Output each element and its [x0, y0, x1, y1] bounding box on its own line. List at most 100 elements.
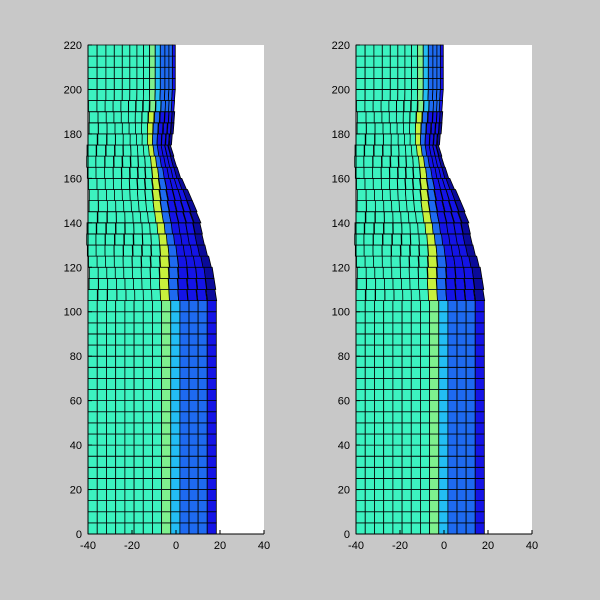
- mesh-element: [465, 378, 476, 390]
- mesh-element: [374, 333, 385, 346]
- mesh-element: [96, 422, 107, 435]
- mesh-element: [420, 311, 431, 324]
- mesh-element: [152, 322, 163, 335]
- mesh-element: [429, 444, 440, 457]
- mesh-element: [410, 300, 421, 313]
- mesh-element: [106, 411, 117, 424]
- mesh-element: [206, 522, 217, 535]
- mesh-element: [396, 177, 406, 190]
- mesh-element: [456, 366, 467, 379]
- mesh-element: [124, 489, 135, 502]
- mesh-element: [106, 389, 117, 402]
- mesh-element: [142, 400, 153, 413]
- mesh-element: [374, 322, 385, 335]
- mesh-element: [456, 478, 467, 490]
- mesh-element: [356, 266, 367, 279]
- mesh-element: [149, 100, 156, 113]
- mesh-element: [422, 66, 429, 79]
- mesh-element: [383, 389, 394, 402]
- mesh-element: [159, 55, 166, 68]
- mesh-element: [401, 500, 412, 513]
- mesh-element: [355, 433, 366, 446]
- x-tick-label: 20: [482, 540, 494, 552]
- mesh-element: [197, 355, 208, 368]
- mesh-element: [456, 522, 467, 535]
- mesh-element: [364, 66, 375, 79]
- mesh-element: [456, 344, 467, 357]
- mesh-element: [152, 466, 163, 479]
- mesh-element: [114, 266, 125, 279]
- mesh-element: [177, 289, 189, 302]
- mesh-element: [97, 289, 108, 302]
- mesh-element: [380, 100, 390, 113]
- mesh-element: [197, 389, 208, 402]
- mesh-element: [128, 122, 137, 135]
- mesh-element: [447, 411, 458, 424]
- mesh-element: [168, 66, 173, 79]
- mesh-element: [87, 400, 98, 413]
- mesh-element: [159, 44, 166, 57]
- mesh-element: [364, 422, 375, 435]
- mesh-element: [389, 189, 400, 201]
- mesh-element: [374, 222, 384, 235]
- mesh-element: [422, 89, 429, 101]
- mesh-element: [206, 400, 217, 413]
- mesh-element: [124, 378, 135, 390]
- mesh-element: [465, 344, 476, 357]
- mesh-element: [474, 444, 485, 457]
- mesh-element: [154, 77, 161, 90]
- mesh-element: [96, 411, 107, 424]
- mesh-element: [87, 289, 98, 302]
- mesh-element: [392, 366, 403, 379]
- mesh-element: [87, 311, 98, 324]
- mesh-element: [417, 266, 428, 279]
- mesh-element: [404, 77, 412, 90]
- mesh-element: [188, 444, 199, 457]
- mesh-element: [88, 266, 99, 279]
- mesh-element: [116, 289, 127, 302]
- mesh-element: [133, 500, 144, 513]
- mesh-element: [447, 400, 458, 413]
- mesh-element: [105, 55, 115, 68]
- mesh-element: [436, 289, 448, 302]
- mesh-element: [206, 466, 217, 479]
- mesh-element: [197, 300, 208, 313]
- mesh-element: [365, 133, 375, 146]
- mesh-element: [420, 378, 431, 390]
- mesh-element: [381, 189, 392, 201]
- mesh-element: [423, 100, 430, 113]
- mesh-element: [161, 333, 172, 346]
- mesh-element: [161, 344, 172, 357]
- mesh-element: [177, 266, 189, 279]
- mesh-element: [105, 66, 115, 79]
- mesh-element: [115, 311, 126, 324]
- x-tick-label: 0: [173, 540, 179, 552]
- mesh-element: [439, 89, 444, 101]
- mesh-element: [179, 422, 190, 435]
- mesh-element: [398, 155, 407, 168]
- mesh-element: [420, 122, 427, 135]
- mesh-element: [410, 322, 421, 335]
- mesh-element: [96, 311, 107, 324]
- mesh-element: [188, 422, 199, 435]
- mesh-element: [420, 366, 431, 379]
- mesh-element: [106, 344, 117, 357]
- mesh-element: [179, 522, 190, 535]
- y-tick-label: 60: [70, 396, 82, 408]
- mesh-element: [179, 466, 190, 479]
- mesh-element: [129, 89, 138, 101]
- mesh-element: [197, 322, 208, 335]
- mesh-element: [464, 289, 476, 302]
- mesh-element: [429, 400, 440, 413]
- mesh-element: [104, 244, 115, 257]
- mesh-element: [161, 300, 172, 313]
- mesh-element: [402, 111, 411, 124]
- mesh-element: [106, 355, 117, 368]
- mesh-element: [383, 133, 392, 146]
- mesh-element: [354, 244, 365, 257]
- mesh-element: [152, 344, 163, 357]
- mesh-element: [171, 89, 176, 101]
- mesh-element: [106, 500, 117, 513]
- mesh-element: [87, 211, 98, 224]
- mesh-element: [414, 122, 422, 135]
